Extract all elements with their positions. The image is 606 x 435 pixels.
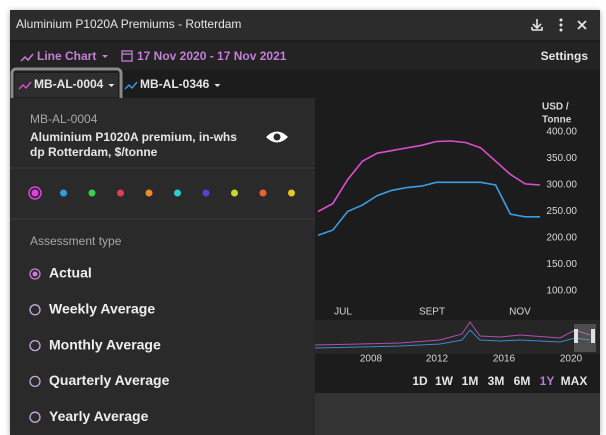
more-icon[interactable] xyxy=(559,18,563,32)
series-icon xyxy=(18,81,32,90)
y-tick-label: 300.00 xyxy=(546,180,577,191)
navigator-label: 2012 xyxy=(426,354,449,365)
title-bar xyxy=(10,10,600,40)
color-swatch[interactable] xyxy=(231,189,238,197)
navigator-label: 2020 xyxy=(560,354,583,365)
radio-dot xyxy=(32,271,38,277)
tab-bg xyxy=(15,73,118,97)
range-button[interactable]: 1D xyxy=(412,374,428,388)
series-line xyxy=(317,181,540,237)
y-tick-label: 350.00 xyxy=(546,153,577,164)
navigator-line xyxy=(314,321,591,346)
y-tick-label: 200.00 xyxy=(546,233,577,244)
radio[interactable] xyxy=(29,411,41,423)
navigator-window[interactable] xyxy=(574,324,596,352)
radio[interactable] xyxy=(29,339,41,352)
navigator-label: 2016 xyxy=(493,354,516,365)
range-button[interactable]: 1Y xyxy=(540,374,555,388)
option-label[interactable]: Monthly Average xyxy=(49,336,161,352)
y-axis-label: USD / xyxy=(542,102,569,113)
series-line xyxy=(317,140,541,213)
close-icon[interactable] xyxy=(577,20,587,30)
option-label[interactable]: Yearly Average xyxy=(49,408,149,424)
window-title: Aluminium P1020A Premiums - Rotterdam xyxy=(16,17,241,31)
series-tab[interactable]: MB-AL-0004 xyxy=(34,77,104,91)
color-swatch[interactable] xyxy=(288,189,295,197)
line-chart-icon xyxy=(20,53,34,62)
option-label[interactable]: Quarterly Average xyxy=(49,372,170,388)
color-swatch[interactable] xyxy=(145,189,153,197)
navigator xyxy=(315,320,600,354)
x-tick-label: SEPT xyxy=(419,307,445,318)
date-range[interactable]: 17 Nov 2020 - 17 Nov 2021 xyxy=(137,49,287,63)
range-button[interactable]: 3M xyxy=(488,374,505,388)
option-label[interactable]: Actual xyxy=(49,265,92,281)
color-swatch[interactable] xyxy=(174,189,181,197)
navigator-handle[interactable] xyxy=(574,329,578,343)
range-button[interactable]: 1M xyxy=(462,374,479,388)
dropdown-caret xyxy=(214,84,221,87)
series-code: MB-AL-0004 xyxy=(30,112,98,126)
x-tick-label: JUL xyxy=(334,307,352,318)
series-description: dp Rotterdam, $/tonne xyxy=(30,145,158,159)
y-tick-label: 100.00 xyxy=(546,286,577,297)
series-panel xyxy=(10,98,315,435)
calendar-icon xyxy=(121,50,133,62)
color-swatch[interactable] xyxy=(60,189,67,197)
navigator-label: 2008 xyxy=(360,354,383,365)
x-tick-label: NOV xyxy=(509,307,531,318)
series-icon xyxy=(124,81,138,90)
section-label: Assessment type xyxy=(30,234,122,248)
toolbar xyxy=(10,42,600,70)
color-swatch[interactable] xyxy=(259,189,267,197)
download-icon[interactable] xyxy=(531,19,543,31)
dropdown-caret xyxy=(102,55,108,58)
series-description: Aluminium P1020A premium, in-whs xyxy=(30,130,237,144)
range-button[interactable]: 6M xyxy=(514,374,531,388)
footer-area xyxy=(315,393,600,435)
option-label[interactable]: Weekly Average xyxy=(49,301,155,317)
range-button[interactable]: MAX xyxy=(561,374,588,388)
color-selected-ring xyxy=(28,186,42,200)
visibility-icon[interactable] xyxy=(266,131,288,143)
settings-button[interactable]: Settings xyxy=(541,49,589,63)
navigator-handle[interactable] xyxy=(591,329,595,343)
radio[interactable] xyxy=(29,375,41,388)
color-swatch[interactable] xyxy=(31,189,39,197)
y-tick-label: 400.00 xyxy=(546,127,577,138)
color-swatch[interactable] xyxy=(202,189,210,197)
color-swatch[interactable] xyxy=(117,189,124,197)
radio[interactable] xyxy=(29,268,41,280)
y-tick-label: 250.00 xyxy=(546,206,577,217)
range-button[interactable]: 1W xyxy=(435,374,454,388)
y-axis-label: Tonne xyxy=(542,115,572,126)
dropdown-caret xyxy=(108,84,115,87)
chart-type[interactable]: Line Chart xyxy=(37,49,96,63)
y-tick-label: 150.00 xyxy=(546,259,577,270)
series-tab[interactable]: MB-AL-0346 xyxy=(140,77,210,91)
radio[interactable] xyxy=(29,304,41,316)
navigator-line xyxy=(314,329,591,349)
color-swatch[interactable] xyxy=(88,189,96,197)
